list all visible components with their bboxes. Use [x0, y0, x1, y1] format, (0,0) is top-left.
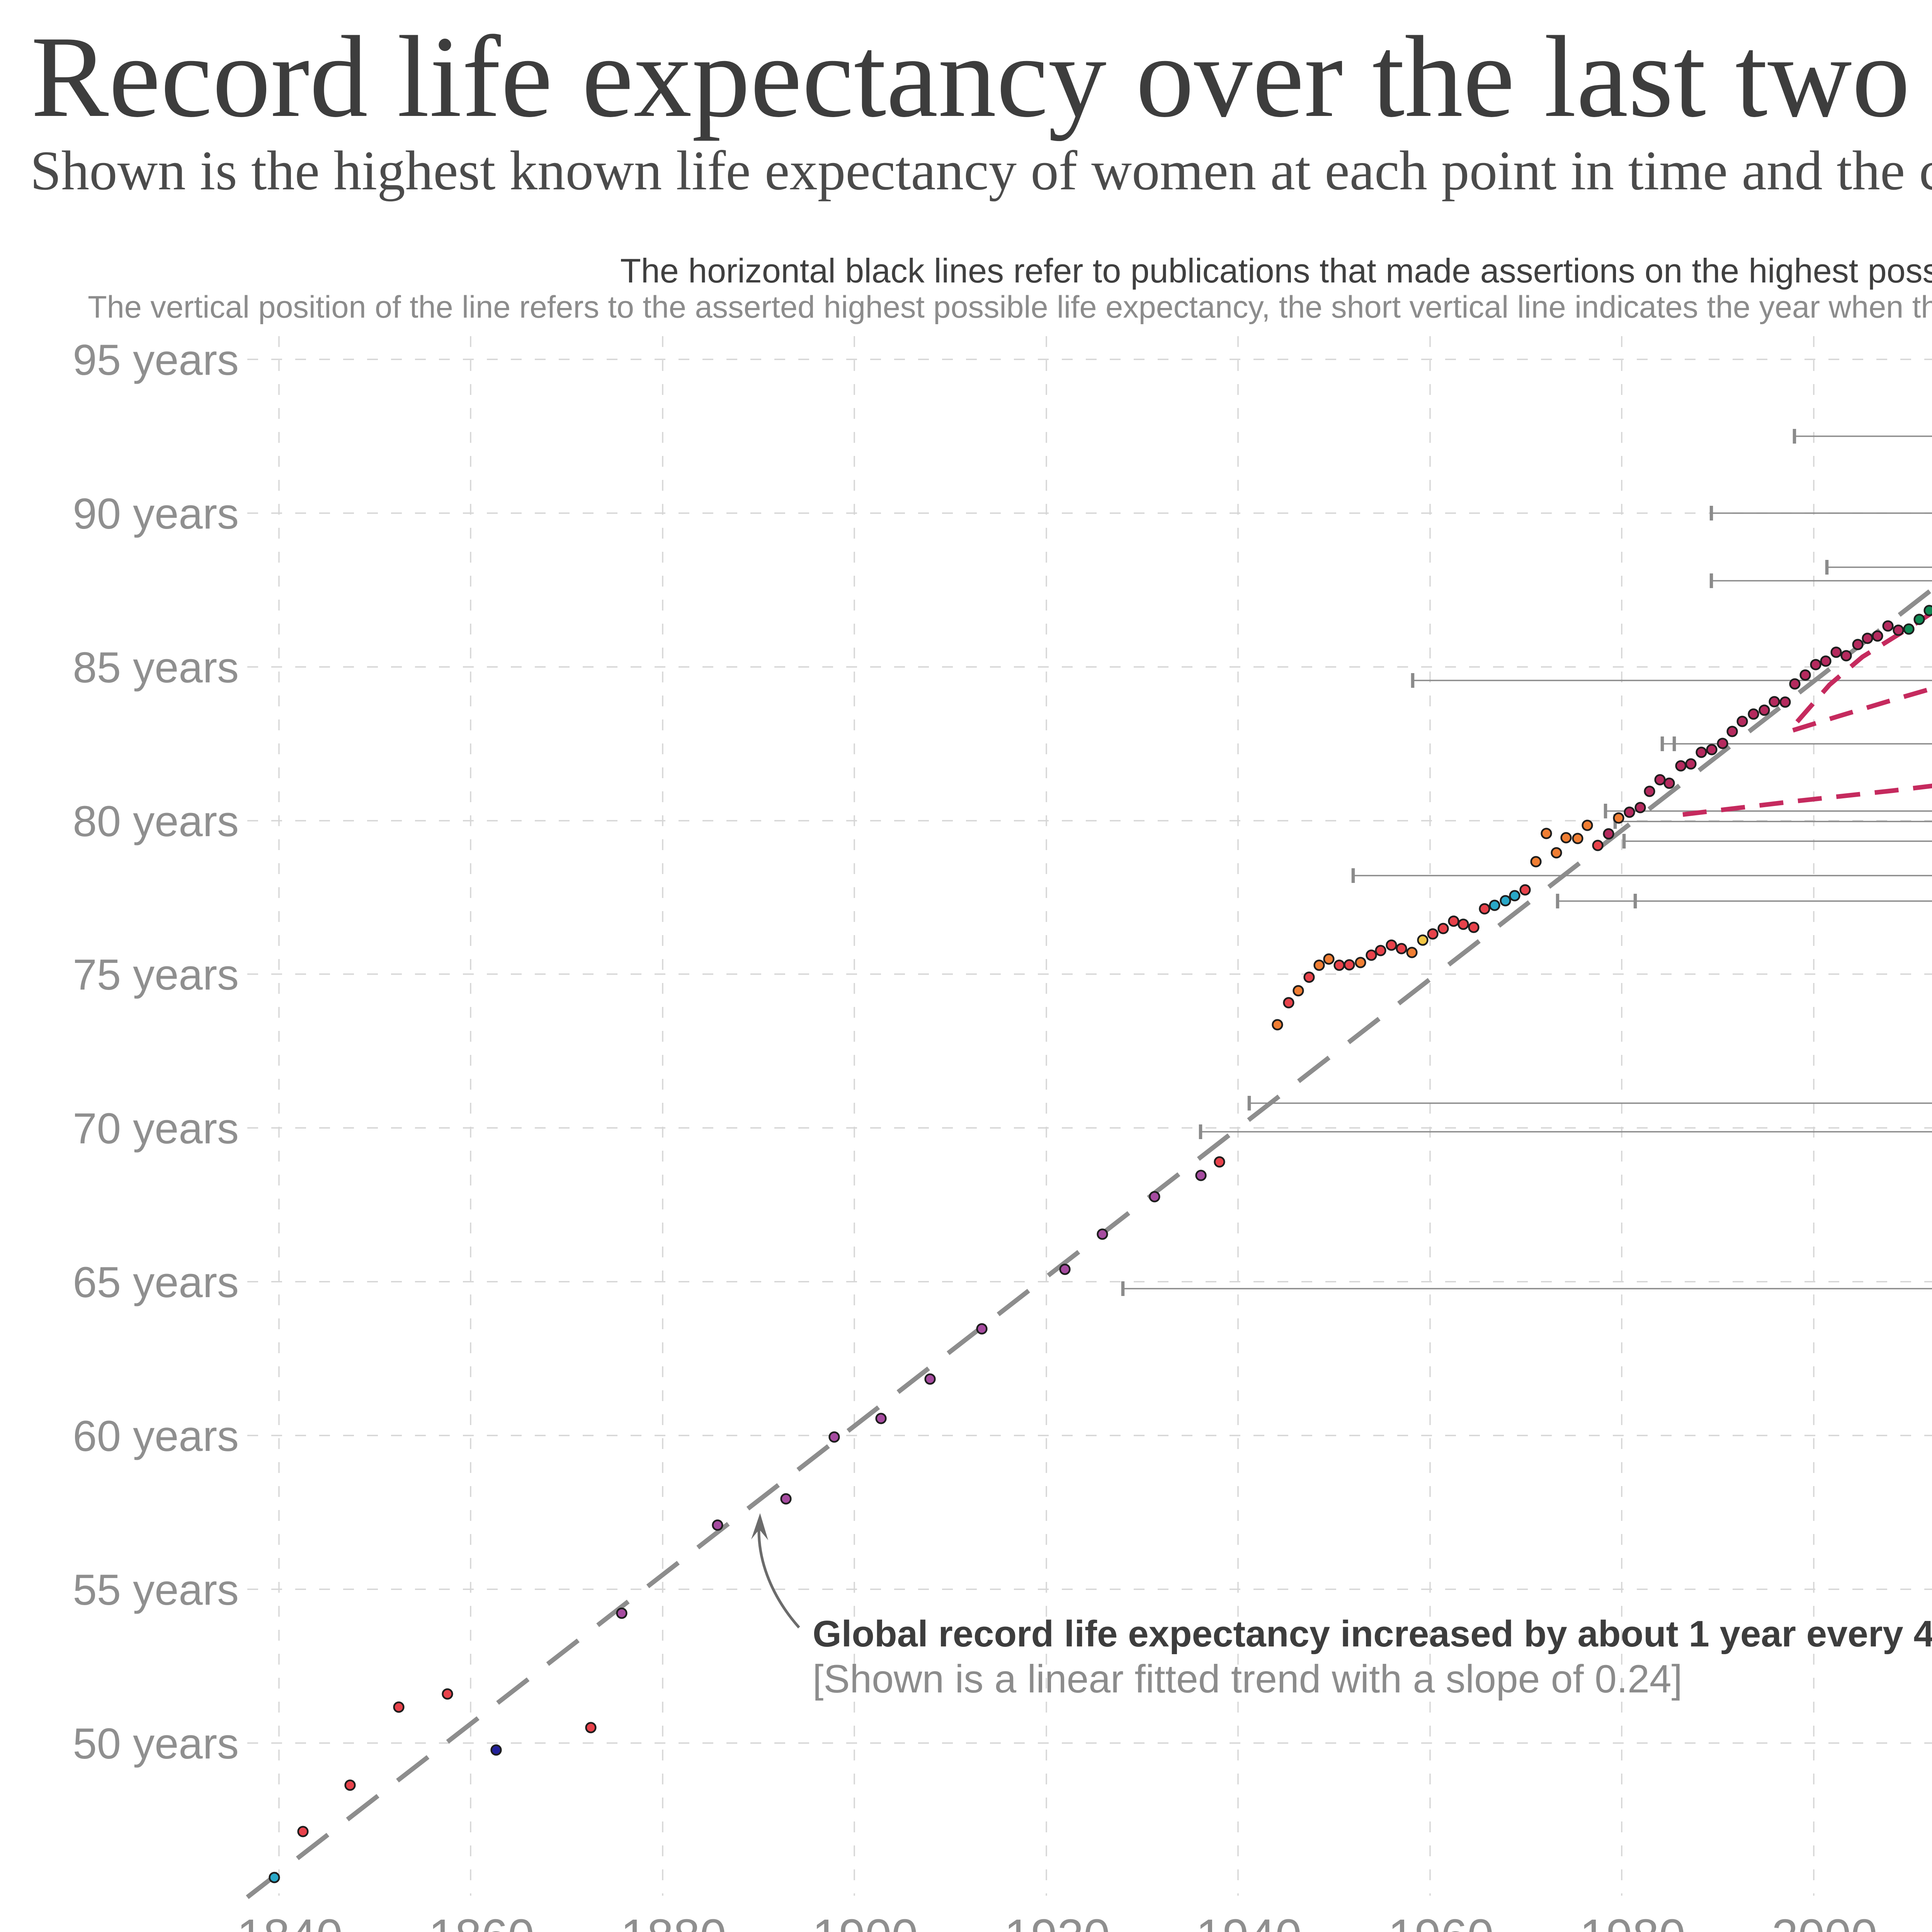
svg-text:[Shown is a linear fitted tren: [Shown is a linear fitted trend with a s… — [813, 1657, 1682, 1701]
svg-text:1860: 1860 — [429, 1910, 534, 1932]
svg-text:75 years: 75 years — [73, 951, 239, 999]
svg-text:90 years: 90 years — [73, 490, 239, 538]
svg-text:80 years: 80 years — [73, 797, 239, 845]
svg-text:65 years: 65 years — [73, 1258, 239, 1306]
svg-text:2000: 2000 — [1772, 1910, 1878, 1932]
svg-text:1980: 1980 — [1580, 1910, 1685, 1932]
svg-text:The vertical position of the l: The vertical position of the line refers… — [88, 290, 1932, 325]
svg-text:Record life expectancy over th: Record life expectancy over the last two… — [31, 12, 1932, 141]
svg-text:Shown is the highest known lif: Shown is the highest known life expectan… — [30, 140, 1932, 202]
svg-text:1840: 1840 — [237, 1910, 343, 1932]
svg-text:55 years: 55 years — [73, 1566, 239, 1614]
svg-text:1880: 1880 — [621, 1910, 726, 1932]
svg-text:1900: 1900 — [812, 1910, 918, 1932]
svg-text:60 years: 60 years — [73, 1412, 239, 1460]
svg-text:50 years: 50 years — [73, 1719, 239, 1768]
svg-text:The horizontal black lines ref: The horizontal black lines refer to publ… — [620, 252, 1932, 290]
svg-text:1920: 1920 — [1004, 1910, 1110, 1932]
svg-text:95 years: 95 years — [73, 336, 239, 384]
svg-text:70 years: 70 years — [73, 1104, 239, 1153]
svg-text:85 years: 85 years — [73, 643, 239, 692]
svg-text:1940: 1940 — [1196, 1910, 1302, 1932]
svg-text:Global record life expectancy: Global record life expectancy increased … — [813, 1613, 1932, 1655]
svg-text:1960: 1960 — [1388, 1910, 1494, 1932]
